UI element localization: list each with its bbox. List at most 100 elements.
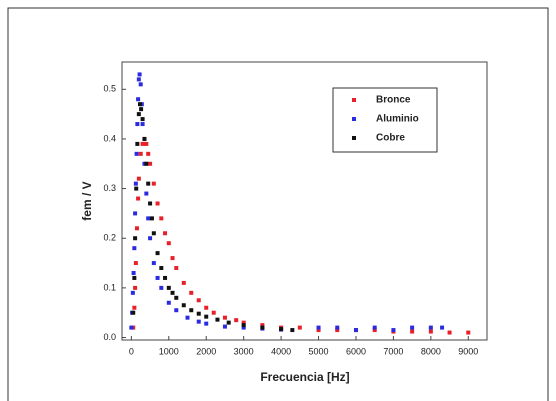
point xyxy=(151,261,156,266)
point xyxy=(144,141,149,146)
point xyxy=(137,72,142,77)
point xyxy=(241,320,246,325)
legend-marker xyxy=(352,117,356,121)
point xyxy=(151,181,156,186)
point xyxy=(170,256,175,261)
point xyxy=(428,329,433,334)
x-tick-label: 4000 xyxy=(271,346,291,356)
point xyxy=(136,176,141,181)
x-tick-label: 8000 xyxy=(421,346,441,356)
point xyxy=(260,325,265,330)
point xyxy=(204,314,209,319)
point xyxy=(290,328,295,333)
x-tick-label: 2000 xyxy=(196,346,216,356)
point xyxy=(146,216,151,221)
point xyxy=(163,231,168,236)
point xyxy=(372,325,377,330)
point xyxy=(132,305,137,310)
point xyxy=(189,290,194,295)
point xyxy=(131,270,136,275)
point xyxy=(148,161,153,166)
point xyxy=(316,325,321,330)
point xyxy=(297,325,302,330)
point xyxy=(136,97,141,102)
point xyxy=(132,275,137,280)
point xyxy=(226,320,231,325)
point xyxy=(132,246,137,251)
point xyxy=(174,266,179,271)
point xyxy=(391,328,396,333)
point xyxy=(335,328,340,333)
point xyxy=(159,266,164,271)
point xyxy=(335,325,340,330)
legend-marker xyxy=(352,98,356,102)
point xyxy=(133,261,138,266)
point xyxy=(131,310,136,315)
point xyxy=(136,77,141,82)
point xyxy=(166,241,171,246)
legend-label: Bronce xyxy=(376,95,411,106)
point xyxy=(215,317,220,322)
y-tick-label: 0.4 xyxy=(103,133,116,143)
point xyxy=(140,122,145,127)
legend-label: Aluminio xyxy=(376,114,419,125)
y-tick-label: 0.5 xyxy=(103,84,116,94)
point xyxy=(222,315,227,320)
point xyxy=(138,82,143,87)
point xyxy=(204,305,209,310)
point xyxy=(166,300,171,305)
point xyxy=(155,251,160,256)
point xyxy=(181,303,186,308)
point xyxy=(241,323,246,328)
point xyxy=(140,117,145,122)
legend-label: Cobre xyxy=(376,133,405,144)
point xyxy=(144,191,149,196)
point xyxy=(146,181,151,186)
point xyxy=(372,328,377,333)
point xyxy=(144,161,149,166)
point xyxy=(181,280,186,285)
point xyxy=(440,325,445,330)
point xyxy=(148,201,153,206)
y-axis-label: fem / V xyxy=(80,181,94,220)
point xyxy=(136,196,141,201)
point xyxy=(316,328,321,333)
point xyxy=(189,308,194,313)
point xyxy=(151,231,156,236)
point xyxy=(134,186,139,191)
point xyxy=(133,211,138,216)
x-tick-label: 5000 xyxy=(309,346,329,356)
point xyxy=(196,298,201,303)
point xyxy=(159,285,164,290)
point xyxy=(196,311,201,316)
point xyxy=(466,330,471,335)
point xyxy=(129,325,134,330)
plot-area xyxy=(121,61,488,341)
frame xyxy=(7,7,549,401)
point xyxy=(138,151,143,156)
y-tick-label: 0.2 xyxy=(103,233,116,243)
point xyxy=(410,325,415,330)
point xyxy=(135,141,140,146)
point xyxy=(222,324,227,329)
point xyxy=(174,308,179,313)
point xyxy=(447,330,452,335)
point xyxy=(234,318,239,323)
x-tick-label: 3000 xyxy=(234,346,254,356)
point xyxy=(137,102,142,107)
point xyxy=(155,275,160,280)
point xyxy=(148,236,153,241)
point xyxy=(170,290,175,295)
point xyxy=(136,112,141,117)
point xyxy=(133,236,138,241)
point xyxy=(185,315,190,320)
point xyxy=(133,181,138,186)
x-tick-label: 1000 xyxy=(159,346,179,356)
point xyxy=(133,285,138,290)
y-tick-label: 0.0 xyxy=(103,332,116,342)
point xyxy=(134,151,139,156)
y-tick-label: 0.3 xyxy=(103,183,116,193)
point xyxy=(166,285,171,290)
x-tick-label: 9000 xyxy=(458,346,478,356)
